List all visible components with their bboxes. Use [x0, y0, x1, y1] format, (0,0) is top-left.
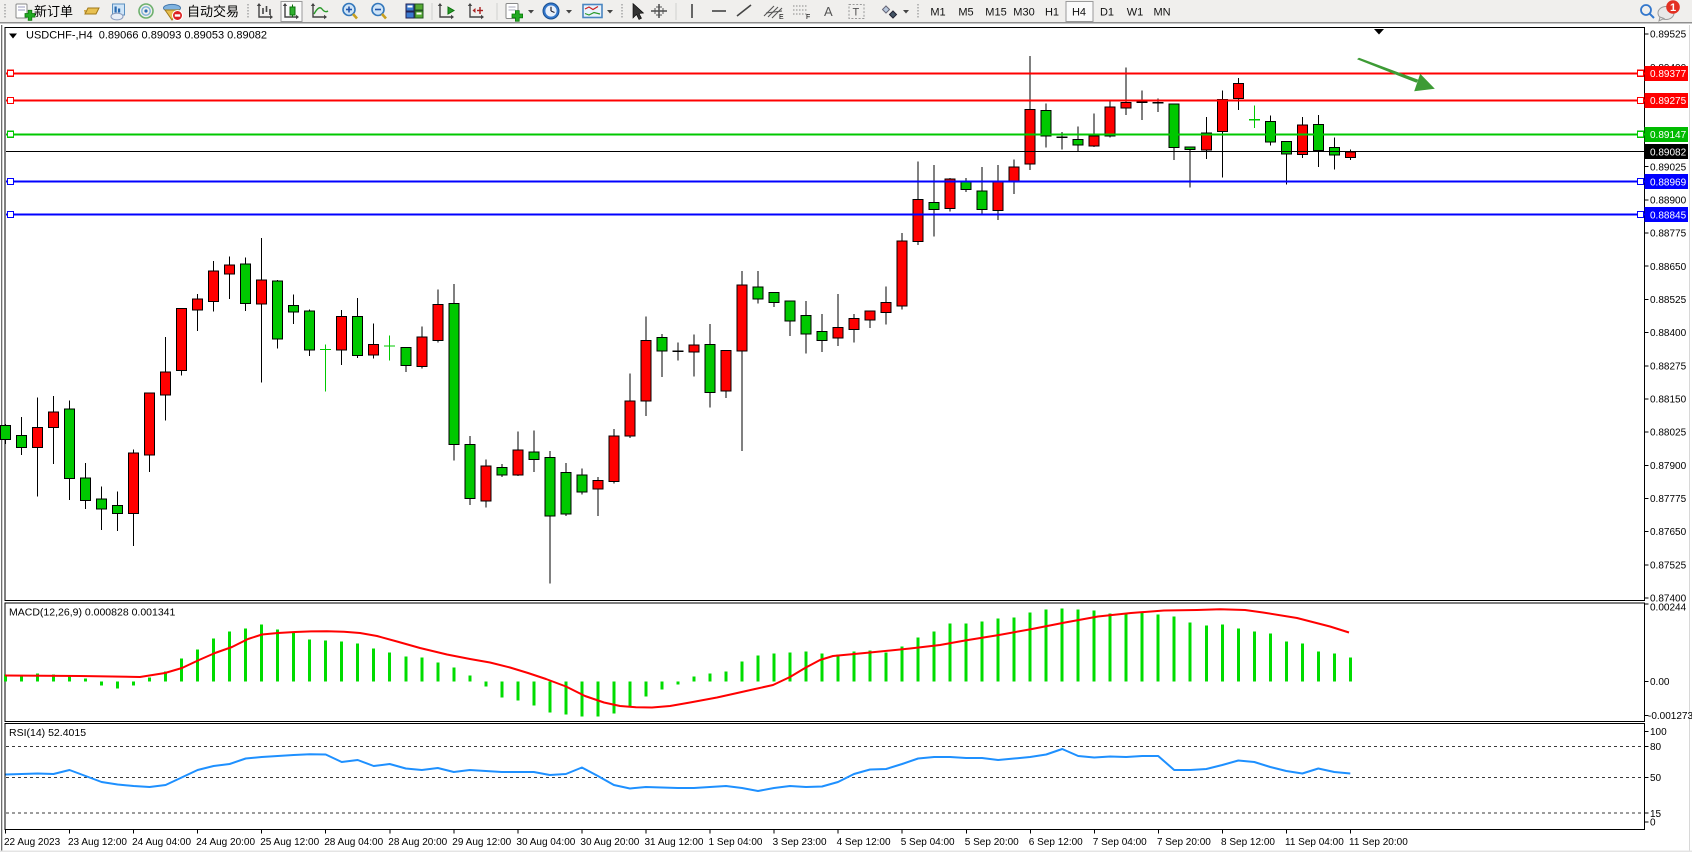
- svg-text:80: 80: [1650, 742, 1662, 753]
- svg-text:1 Sep 04:00: 1 Sep 04:00: [709, 837, 763, 848]
- svg-text:0.88025: 0.88025: [1650, 428, 1687, 439]
- svg-text:M15: M15: [985, 7, 1006, 19]
- svg-text:0.88525: 0.88525: [1650, 295, 1687, 306]
- svg-text:F: F: [806, 14, 810, 21]
- svg-text:0.88845: 0.88845: [1650, 210, 1687, 221]
- svg-text:0.89275: 0.89275: [1650, 96, 1687, 107]
- svg-text:0.89025: 0.89025: [1650, 162, 1687, 173]
- svg-text:0.88900: 0.88900: [1650, 196, 1687, 207]
- svg-text:29 Aug 12:00: 29 Aug 12:00: [452, 837, 511, 848]
- svg-text:6 Sep 12:00: 6 Sep 12:00: [1029, 837, 1083, 848]
- svg-text:M1: M1: [930, 7, 945, 19]
- svg-text:7 Sep 20:00: 7 Sep 20:00: [1157, 837, 1211, 848]
- svg-text:H4: H4: [1072, 7, 1086, 19]
- svg-text:0.88275: 0.88275: [1650, 361, 1687, 372]
- svg-text:0: 0: [1650, 817, 1656, 828]
- svg-text:22 Aug 2023: 22 Aug 2023: [4, 837, 61, 848]
- svg-text:100: 100: [1650, 727, 1667, 738]
- svg-text:30 Aug 04:00: 30 Aug 04:00: [516, 837, 575, 848]
- svg-text:11 Sep 20:00: 11 Sep 20:00: [1349, 837, 1408, 848]
- svg-text:8 Sep 12:00: 8 Sep 12:00: [1221, 837, 1275, 848]
- svg-text:5 Sep 20:00: 5 Sep 20:00: [965, 837, 1019, 848]
- svg-text:0.87775: 0.87775: [1650, 494, 1687, 505]
- svg-text:H1: H1: [1045, 7, 1059, 19]
- svg-text:24 Aug 20:00: 24 Aug 20:00: [196, 837, 255, 848]
- svg-text:MN: MN: [1153, 7, 1170, 19]
- svg-text:1: 1: [1670, 2, 1676, 14]
- svg-text:0.88150: 0.88150: [1650, 395, 1687, 406]
- svg-text:15: 15: [1650, 809, 1662, 820]
- svg-text:自动交易: 自动交易: [187, 4, 239, 19]
- svg-text:新订单: 新订单: [34, 4, 73, 19]
- svg-text:0.87525: 0.87525: [1650, 560, 1687, 571]
- svg-text:7 Sep 04:00: 7 Sep 04:00: [1093, 837, 1147, 848]
- svg-text:30 Aug 20:00: 30 Aug 20:00: [580, 837, 639, 848]
- svg-text:0.87400: 0.87400: [1650, 594, 1687, 605]
- svg-text:24 Aug 04:00: 24 Aug 04:00: [132, 837, 191, 848]
- svg-text:RSI(14) 52.4015: RSI(14) 52.4015: [9, 727, 86, 739]
- svg-text:A: A: [824, 4, 833, 19]
- svg-text:4 Sep 12:00: 4 Sep 12:00: [837, 837, 891, 848]
- svg-text:0.00: 0.00: [1650, 677, 1670, 688]
- svg-text:-0.001273: -0.001273: [1648, 711, 1692, 722]
- svg-text:E: E: [779, 14, 784, 21]
- svg-text:0.87650: 0.87650: [1650, 527, 1687, 538]
- svg-text:0.88650: 0.88650: [1650, 262, 1687, 273]
- svg-text:28 Aug 20:00: 28 Aug 20:00: [388, 837, 447, 848]
- svg-text:50: 50: [1650, 773, 1662, 784]
- svg-text:0.87900: 0.87900: [1650, 461, 1687, 472]
- svg-text:0.88400: 0.88400: [1650, 328, 1687, 339]
- svg-text:0.89147: 0.89147: [1650, 130, 1687, 141]
- svg-text:0.89525: 0.89525: [1650, 30, 1687, 41]
- svg-text:M30: M30: [1013, 7, 1034, 19]
- svg-text:USDCHF-,H4 0.89066 0.89093 0.: USDCHF-,H4 0.89066 0.89093 0.89053 0.890…: [26, 30, 267, 42]
- svg-text:3 Sep 23:00: 3 Sep 23:00: [773, 837, 827, 848]
- svg-text:W1: W1: [1127, 7, 1144, 19]
- svg-text:5 Sep 04:00: 5 Sep 04:00: [901, 837, 955, 848]
- svg-text:0.88969: 0.88969: [1650, 177, 1687, 188]
- svg-text:M5: M5: [958, 7, 973, 19]
- svg-text:MACD(12,26,9) 0.000828 0.00134: MACD(12,26,9) 0.000828 0.001341: [9, 607, 176, 619]
- svg-text:0.00244: 0.00244: [1650, 603, 1687, 614]
- svg-text:0.88775: 0.88775: [1650, 229, 1687, 240]
- svg-text:0.89377: 0.89377: [1650, 69, 1687, 80]
- svg-text:25 Aug 12:00: 25 Aug 12:00: [260, 837, 319, 848]
- svg-text:23 Aug 12:00: 23 Aug 12:00: [68, 837, 127, 848]
- svg-text:0.89082: 0.89082: [1650, 147, 1687, 158]
- svg-text:11 Sep 04:00: 11 Sep 04:00: [1285, 837, 1344, 848]
- svg-text:T: T: [853, 7, 860, 19]
- svg-text:D1: D1: [1100, 7, 1114, 19]
- svg-text:31 Aug 12:00: 31 Aug 12:00: [645, 837, 704, 848]
- svg-text:28 Aug 04:00: 28 Aug 04:00: [324, 837, 383, 848]
